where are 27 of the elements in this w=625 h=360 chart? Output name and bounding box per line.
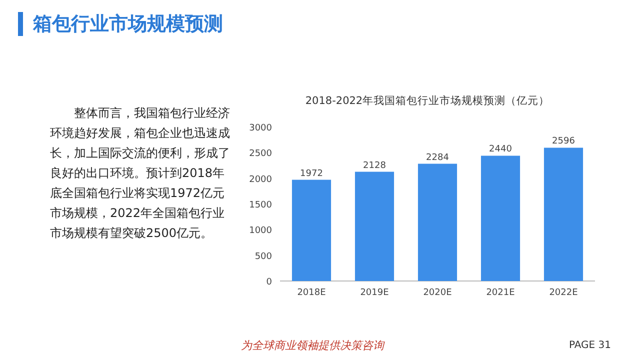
x-tick-label: 2019E — [360, 288, 390, 298]
x-tick-label: 2018E — [297, 288, 326, 298]
text: 为全球商业领袖提供决策咨询 — [241, 339, 384, 352]
bar — [480, 156, 520, 281]
y-tick-label: 1000 — [249, 226, 272, 236]
data-label: 2440 — [489, 144, 512, 155]
data-label: 2128 — [363, 160, 386, 171]
y-tick-label: 1500 — [249, 200, 272, 210]
y-tick-label: 2000 — [249, 174, 272, 185]
y-tick-label: 500 — [254, 252, 272, 262]
text: 箱包行业市场规模预测 — [18, 12, 223, 36]
x-tick-label: 2020E — [423, 288, 452, 298]
data-label: 2284 — [426, 152, 450, 163]
text: PAGE 31 — [568, 340, 611, 351]
bar — [544, 148, 584, 281]
y-tick-label: 3000 — [249, 124, 272, 134]
y-tick-label: 2500 — [249, 149, 272, 160]
x-tick-label: 2022E — [549, 288, 578, 298]
chart-subtitle: 2018-2022年我国箱包行业市场规模预测（亿元） — [305, 94, 550, 107]
data-label: 2596 — [552, 136, 576, 147]
x-tick-label: 2021E — [486, 288, 516, 298]
bar — [418, 164, 458, 281]
bar — [292, 180, 332, 281]
y-tick-label: 0 — [266, 278, 272, 288]
text: 整体而言，我国箱包行业经济环境趋好发展，箱包企业也迅速成长，加上国际交流的便利，形成了良好的出口环境。预计到2018年底全国箱包行业将实现1972亿元市场规模，2022年全国箱包行业市场规模有望突破2500亿元。 — [50, 105, 231, 242]
bar — [354, 172, 394, 281]
data-label: 1972 — [300, 168, 323, 179]
